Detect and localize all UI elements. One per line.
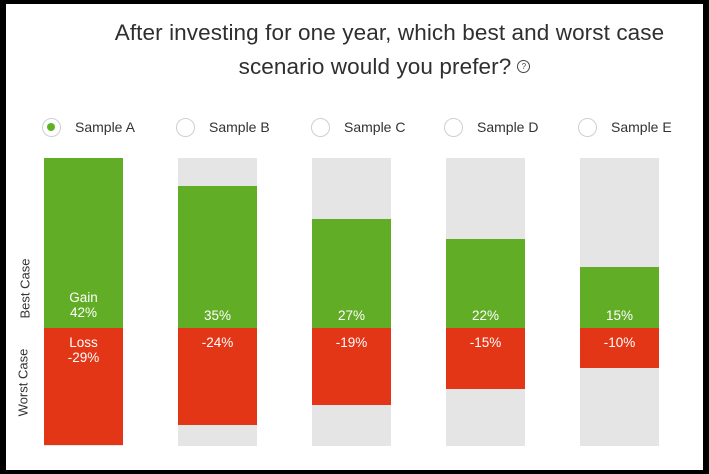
radio-label: Sample E xyxy=(611,119,672,135)
gain-prefix: Gain xyxy=(69,290,98,305)
gain-value-label: Gain 42% xyxy=(44,290,123,320)
loss-prefix: Loss xyxy=(69,335,98,350)
loss-value-label: -24% xyxy=(178,335,257,350)
loss-bar xyxy=(446,328,525,389)
question-line-1: After investing for one year, which best… xyxy=(114,20,665,45)
gain-value-label: 35% xyxy=(178,308,257,323)
radio-button[interactable] xyxy=(444,117,463,137)
loss-bar xyxy=(44,328,123,445)
radio-button[interactable] xyxy=(578,117,597,137)
loss-value-label: Loss -29% xyxy=(44,335,123,365)
radio-option-sample-b[interactable]: Sample B xyxy=(176,116,270,138)
gain-value-label: 15% xyxy=(580,308,659,323)
scenario-bar-sample-a[interactable]: Gain 42% Loss -29% xyxy=(44,158,123,446)
question-line-2-text: scenario would you prefer? xyxy=(238,54,512,79)
radio-button[interactable] xyxy=(176,117,195,137)
gain-value: 42% xyxy=(69,305,98,320)
loss-bar xyxy=(580,328,659,368)
gain-value: 27% xyxy=(337,308,366,323)
gain-value: 22% xyxy=(471,308,500,323)
scenario-bar-sample-c[interactable]: 27% -19% xyxy=(312,158,391,446)
question-card: After investing for one year, which best… xyxy=(6,4,703,470)
loss-value-label: -19% xyxy=(312,335,391,350)
radio-option-sample-c[interactable]: Sample C xyxy=(311,116,405,138)
gain-value-label: 27% xyxy=(312,308,391,323)
best-case-axis-label: Best Case xyxy=(17,258,33,319)
loss-value-label: -15% xyxy=(446,335,525,350)
loss-value-label: -10% xyxy=(580,335,659,350)
radio-label: Sample D xyxy=(477,119,539,135)
gain-bar xyxy=(312,219,391,328)
loss-bar xyxy=(312,328,391,405)
scenario-bar-sample-e[interactable]: 15% -10% xyxy=(580,158,659,446)
gain-value-label: 22% xyxy=(446,308,525,323)
gain-value: 15% xyxy=(605,308,634,323)
loss-value: -29% xyxy=(67,350,100,365)
loss-value: -15% xyxy=(469,335,502,350)
question-line-2: scenario would you prefer?? xyxy=(6,50,703,84)
radio-label: Sample B xyxy=(209,119,270,135)
scenario-bar-sample-b[interactable]: 35% -24% xyxy=(178,158,257,446)
loss-bar xyxy=(178,328,257,425)
gain-value: 35% xyxy=(203,308,232,323)
radio-option-sample-d[interactable]: Sample D xyxy=(444,116,538,138)
help-icon[interactable]: ? xyxy=(517,59,531,73)
question-title: After investing for one year, which best… xyxy=(6,16,703,84)
gain-bar xyxy=(44,158,123,328)
radio-label: Sample C xyxy=(344,119,406,135)
scenario-bar-sample-d[interactable]: 22% -15% xyxy=(446,158,525,446)
radio-option-sample-a[interactable]: Sample A xyxy=(42,116,135,138)
loss-value: -24% xyxy=(201,335,234,350)
worst-case-axis-label: Worst Case xyxy=(15,348,31,417)
gain-bar xyxy=(446,239,525,328)
radio-option-sample-e[interactable]: Sample E xyxy=(578,116,672,138)
sample-options: Sample A Sample B Sample C Sample D Sample E xyxy=(6,116,703,140)
loss-value: -19% xyxy=(335,335,368,350)
radio-button[interactable] xyxy=(311,117,330,137)
gain-bar xyxy=(178,186,257,328)
radio-label: Sample A xyxy=(75,119,135,135)
gain-bar xyxy=(580,267,659,328)
radio-button[interactable] xyxy=(42,117,61,137)
loss-value: -10% xyxy=(603,335,636,350)
